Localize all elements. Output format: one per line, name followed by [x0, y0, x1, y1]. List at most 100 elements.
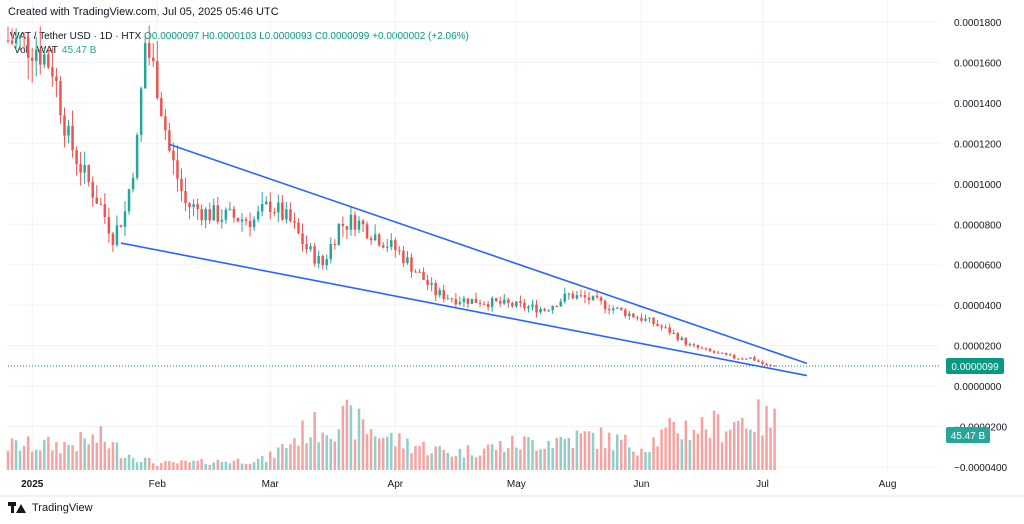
candle-body: [628, 313, 631, 317]
volume-bar: [30, 451, 34, 470]
volume-bar: [18, 450, 22, 470]
volume-bar: [139, 462, 143, 470]
candle-body: [196, 204, 199, 210]
volume-bar: [22, 445, 26, 470]
volume-bar: [269, 451, 272, 470]
candle-body: [615, 307, 619, 309]
candle-body: [95, 197, 99, 204]
candle-body: [458, 302, 462, 305]
volume-bar: [442, 450, 445, 470]
candle-body: [156, 60, 159, 99]
candle-body: [434, 283, 437, 296]
volume-bar: [591, 432, 595, 470]
candle-body: [410, 257, 413, 272]
price-tick-label: 0.0001400: [954, 99, 1002, 110]
volume-bar: [749, 429, 752, 470]
candle-body: [264, 201, 268, 205]
candle-body: [503, 299, 506, 304]
volume-bar: [264, 461, 268, 470]
candle-body: [147, 43, 151, 58]
volume-bar: [103, 441, 107, 470]
volume-bar: [494, 449, 498, 470]
volume-bar: [668, 418, 671, 470]
candle-body: [486, 304, 490, 307]
candle-body: [684, 337, 688, 345]
volume-bar: [151, 463, 155, 470]
volume-bar: [438, 445, 441, 470]
candle-body: [47, 54, 50, 68]
candle-body: [551, 306, 554, 311]
volume-bar: [458, 448, 462, 470]
volume-bar: [43, 439, 46, 470]
candle-body: [700, 347, 704, 349]
candle-body: [277, 202, 280, 213]
candle-body: [402, 250, 405, 264]
candle-body: [737, 358, 740, 360]
volume-bar: [700, 417, 704, 470]
candle-body: [236, 217, 240, 222]
candle-body: [369, 238, 373, 241]
volume-bar: [192, 460, 195, 470]
tradingview-footer[interactable]: TradingView: [8, 502, 93, 514]
candle-body: [555, 306, 558, 308]
candle-body: [668, 327, 671, 333]
volume-bar: [386, 436, 389, 470]
last-price-tag: [946, 358, 1004, 375]
candle-body: [636, 317, 639, 319]
volume-bar: [79, 432, 82, 470]
volume-bar: [454, 456, 458, 470]
volume-bar: [75, 451, 78, 470]
candle-body: [333, 244, 337, 246]
volume-bar: [14, 440, 18, 470]
volume-bar: [575, 430, 579, 470]
candle-body: [365, 224, 369, 239]
candle-body: [575, 295, 579, 299]
volume-bar: [615, 434, 619, 470]
candle-body: [79, 163, 82, 173]
volume-bar: [180, 460, 183, 470]
candle-body: [611, 308, 615, 311]
candle-body: [498, 301, 502, 304]
volume-bar: [579, 433, 583, 470]
volume-bar: [753, 431, 756, 470]
time-tick-label: Mar: [262, 479, 280, 490]
volume-bar: [353, 439, 357, 470]
symbol-title[interactable]: WAT / Tether USD · 1D · HTX: [10, 31, 142, 42]
candle-body: [507, 299, 510, 303]
volume-bar: [511, 435, 514, 470]
candle-body: [59, 80, 62, 116]
candle-body: [474, 298, 478, 303]
volume-bar: [624, 434, 627, 470]
candle-body: [454, 299, 458, 305]
candle-body: [67, 125, 70, 136]
volume-bar: [696, 434, 700, 470]
candle-body: [143, 43, 147, 89]
candle-body: [390, 240, 393, 247]
candle-body: [244, 219, 248, 222]
time-tick-label: Jun: [633, 479, 649, 490]
candle-body: [696, 345, 700, 348]
volume-bar: [587, 431, 591, 470]
volume-bar: [394, 446, 397, 470]
volume-bar: [244, 463, 248, 470]
volume-bar: [676, 433, 679, 470]
volume-bar: [289, 444, 292, 470]
candle-body: [135, 134, 139, 178]
volume-bar: [369, 429, 373, 470]
volume-value: 45.47 B: [61, 45, 97, 56]
volume-bar: [486, 444, 490, 470]
volume-bar: [708, 437, 712, 470]
low-value: L0.0000093: [259, 31, 313, 42]
volume-bar: [59, 453, 62, 470]
candle-body: [539, 308, 542, 313]
candle-body: [83, 164, 86, 173]
volume-bar: [99, 426, 103, 470]
candle-body: [547, 310, 550, 312]
candle-body: [63, 115, 66, 136]
volume-bar: [773, 408, 776, 470]
candle-body: [341, 223, 345, 227]
candle-body: [39, 49, 42, 65]
volume-bar: [123, 457, 127, 470]
volume-bar: [745, 428, 748, 470]
